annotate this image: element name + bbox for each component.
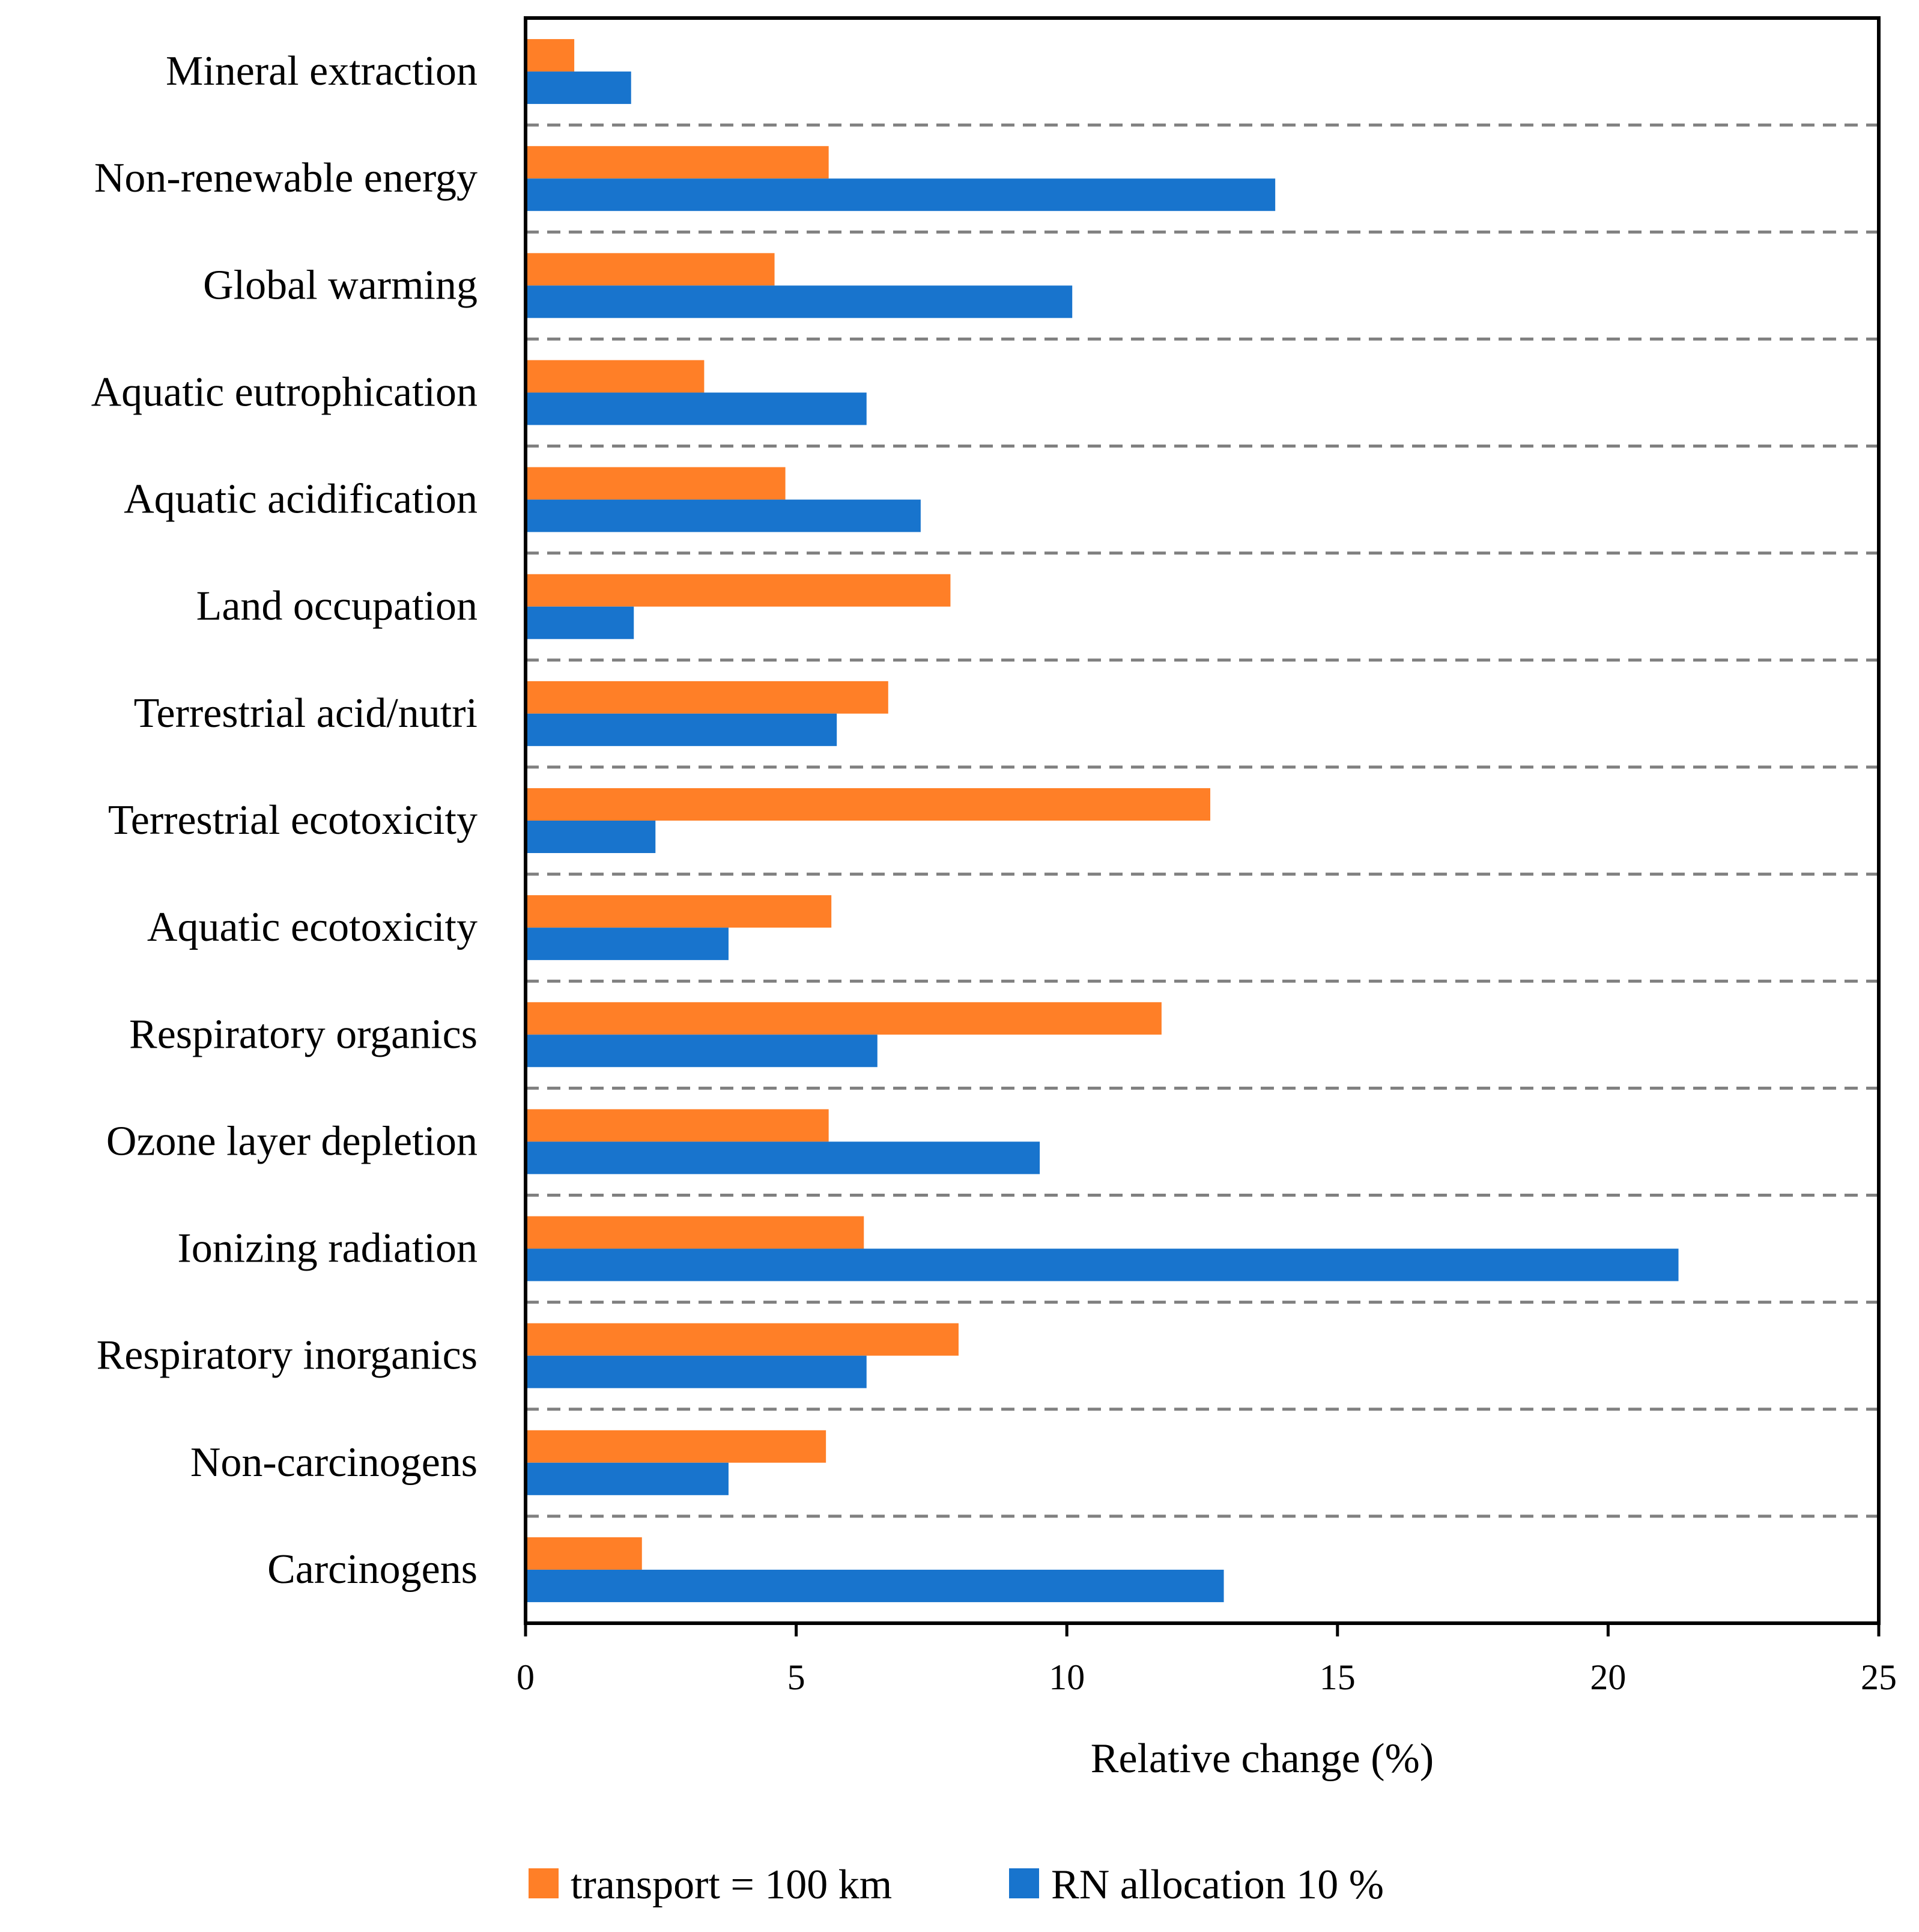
category-label-carcinogens: Carcinogens bbox=[267, 1546, 477, 1593]
bar-transport-100-km-respiratory-inorganics bbox=[526, 1323, 959, 1356]
legend-swatch-transport bbox=[529, 1868, 559, 1898]
bar-transport-100-km-aquatic-acidification bbox=[526, 467, 786, 500]
bar-transport-100-km-non-renewable-energy bbox=[526, 146, 829, 179]
bar-rn-allocation-10-non-renewable-energy bbox=[526, 178, 1276, 211]
x-axis-title: Relative change (%) bbox=[1091, 1736, 1434, 1782]
bar-transport-100-km-global-warming bbox=[526, 253, 775, 286]
bar-rn-allocation-10-respiratory-organics bbox=[526, 1034, 878, 1068]
category-label-ozone-layer-depletion: Ozone layer depletion bbox=[106, 1118, 477, 1164]
legend-swatch-rn-allocation bbox=[1009, 1868, 1039, 1898]
bar-rn-allocation-10-respiratory-inorganics bbox=[526, 1355, 867, 1388]
bar-rn-allocation-10-non-carcinogens bbox=[526, 1462, 729, 1495]
bar-transport-100-km-non-carcinogens bbox=[526, 1430, 826, 1463]
bar-rn-allocation-10-ionizing-radiation bbox=[526, 1248, 1679, 1281]
bar-rn-allocation-10-carcinogens bbox=[526, 1569, 1224, 1602]
category-label-terrestrial-ecotoxicity: Terrestrial ecotoxicity bbox=[108, 797, 477, 843]
bar-transport-100-km-terrestrial-acid-nutri bbox=[526, 681, 888, 714]
plot-frame bbox=[524, 16, 1881, 1625]
category-label-ionizing-radiation: Ionizing radiation bbox=[177, 1226, 477, 1272]
x-tick-label-25: 25 bbox=[1861, 1657, 1897, 1697]
category-label-terrestrial-acid-nutri: Terrestrial acid/nutri bbox=[134, 690, 477, 737]
category-label-land-occupation: Land occupation bbox=[196, 583, 477, 630]
bar-transport-100-km-ionizing-radiation bbox=[526, 1216, 864, 1249]
x-tick-label-20: 20 bbox=[1590, 1657, 1626, 1697]
x-tick-label-15: 15 bbox=[1320, 1657, 1356, 1697]
bar-transport-100-km-aquatic-ecotoxicity bbox=[526, 895, 832, 928]
bar-transport-100-km-mineral-extraction bbox=[526, 39, 575, 72]
x-tick-label-10: 10 bbox=[1049, 1657, 1085, 1697]
category-label-non-renewable-energy: Non-renewable energy bbox=[94, 155, 477, 201]
category-label-aquatic-eutrophication: Aquatic eutrophication bbox=[91, 369, 477, 415]
x-axis-ticks: 0 5 10 15 20 25 bbox=[517, 1623, 1897, 1697]
bar-transport-100-km-terrestrial-ecotoxicity bbox=[526, 788, 1211, 821]
bar-transport-100-km-land-occupation bbox=[526, 574, 951, 607]
bar-rn-allocation-10-aquatic-ecotoxicity bbox=[526, 928, 729, 961]
bar-rn-allocation-10-aquatic-acidification bbox=[526, 499, 921, 532]
category-label-respiratory-organics: Respiratory organics bbox=[129, 1011, 477, 1057]
category-separators bbox=[526, 123, 1879, 1518]
bar-rn-allocation-10-terrestrial-ecotoxicity bbox=[526, 821, 656, 853]
legend-label-transport: transport = 100 km bbox=[571, 1862, 892, 1908]
bar-transport-100-km-respiratory-organics bbox=[526, 1002, 1162, 1035]
bar-rn-allocation-10-global-warming bbox=[526, 285, 1073, 318]
bar-rn-allocation-10-ozone-layer-depletion bbox=[526, 1141, 1040, 1174]
category-label-respiratory-inorganics: Respiratory inorganics bbox=[97, 1332, 477, 1379]
legend: transport = 100 km RN allocation 10 % bbox=[529, 1862, 1384, 1908]
bars-layer bbox=[526, 39, 1679, 1602]
x-tick-label-0: 0 bbox=[517, 1657, 535, 1697]
x-tick-label-5: 5 bbox=[787, 1657, 805, 1697]
category-label-mineral-extraction: Mineral extraction bbox=[166, 48, 477, 94]
bar-rn-allocation-10-aquatic-eutrophication bbox=[526, 392, 867, 425]
bar-transport-100-km-carcinogens bbox=[526, 1537, 642, 1570]
bar-rn-allocation-10-mineral-extraction bbox=[526, 71, 631, 105]
bar-rn-allocation-10-terrestrial-acid-nutri bbox=[526, 713, 837, 746]
legend-label-rn-allocation: RN allocation 10 % bbox=[1051, 1862, 1384, 1908]
category-label-global-warming: Global warming bbox=[203, 262, 477, 308]
category-label-aquatic-acidification: Aquatic acidification bbox=[124, 476, 477, 523]
bar-rn-allocation-10-land-occupation bbox=[526, 606, 634, 639]
bar-transport-100-km-ozone-layer-depletion bbox=[526, 1109, 829, 1142]
category-label-aquatic-ecotoxicity: Aquatic ecotoxicity bbox=[147, 904, 477, 950]
category-label-non-carcinogens: Non-carcinogens bbox=[190, 1439, 477, 1486]
category-labels: Mineral extraction Non-renewable energy Gl… bbox=[91, 48, 477, 1593]
bar-transport-100-km-aquatic-eutrophication bbox=[526, 360, 705, 393]
